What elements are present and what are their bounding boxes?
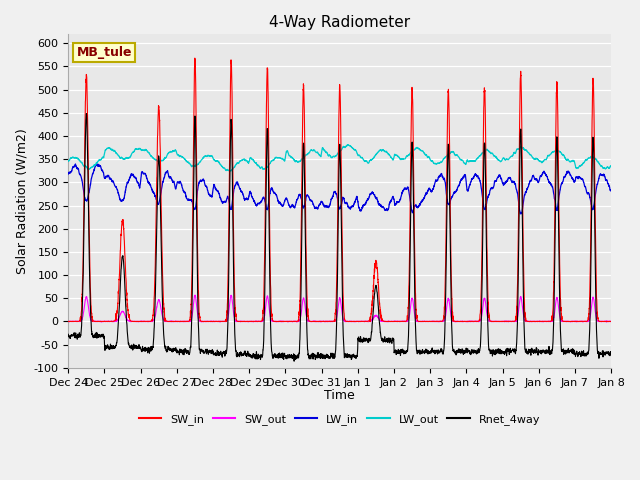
X-axis label: Time: Time — [324, 389, 355, 402]
Y-axis label: Solar Radiation (W/m2): Solar Radiation (W/m2) — [15, 128, 28, 274]
Text: MB_tule: MB_tule — [76, 46, 132, 59]
Legend: SW_in, SW_out, LW_in, LW_out, Rnet_4way: SW_in, SW_out, LW_in, LW_out, Rnet_4way — [135, 409, 545, 429]
Title: 4-Way Radiometer: 4-Way Radiometer — [269, 15, 410, 30]
